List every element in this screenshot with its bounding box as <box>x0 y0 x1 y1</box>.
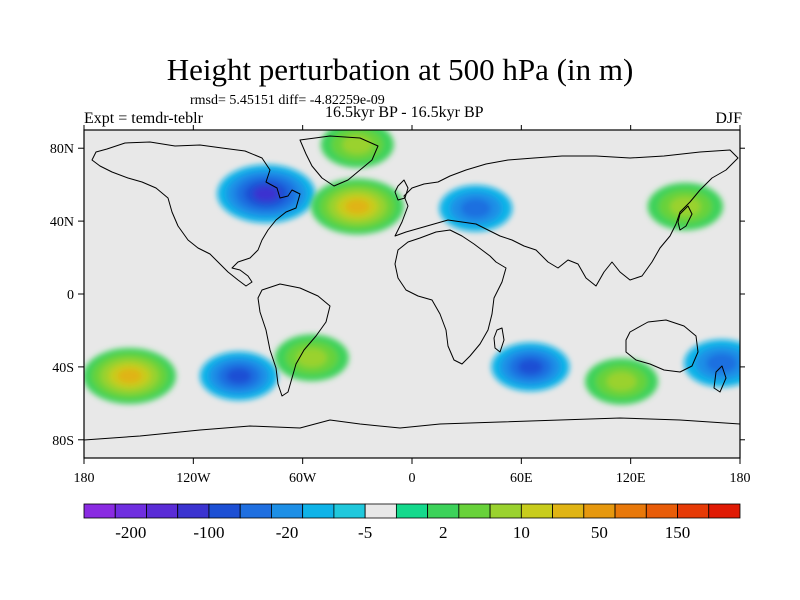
map-axes: 180 120W 60W 0 60E 120E 180 80N 40N 0 40S 80S <box>50 125 751 486</box>
feature-north-canada-low <box>217 164 316 223</box>
lon-label: 60E <box>510 471 533 486</box>
colorbar-swatch <box>708 503 741 519</box>
colorbar-swatch <box>364 503 397 519</box>
height-field <box>84 130 740 405</box>
feature-arctic-high <box>320 130 394 168</box>
feature-australia-high <box>585 358 659 405</box>
coastline-south-america <box>257 283 331 397</box>
lat-label: 40S <box>52 361 74 376</box>
colorbar-swatch <box>146 503 179 519</box>
colorbar-swatch <box>677 503 710 519</box>
coastline-north-america <box>91 141 301 287</box>
colorbar-label: 150 <box>665 523 691 542</box>
coastline-antarctica <box>84 417 740 441</box>
lat-label: 80S <box>52 434 74 449</box>
lon-label: 120E <box>616 471 646 486</box>
colorbar-label: 2 <box>439 523 448 542</box>
colorbar-label: -5 <box>358 523 372 542</box>
feature-europe-low <box>439 185 513 232</box>
colorbar-swatch <box>271 503 304 519</box>
coastline-greenland <box>299 135 379 187</box>
colorbar-swatch <box>239 503 272 519</box>
colorbar-swatch <box>83 503 116 519</box>
colorbar-swatch <box>395 503 429 519</box>
coastline-britain <box>394 179 409 201</box>
coastlines <box>84 135 740 441</box>
colorbar-label: 50 <box>591 523 608 542</box>
lon-label: 180 <box>74 471 95 486</box>
colorbar-label: -200 <box>115 523 146 542</box>
colorbar-swatch <box>520 503 553 519</box>
colorbar-swatch <box>614 503 647 519</box>
coastline-eurasia-africa <box>394 149 739 365</box>
feature-north-atlantic-high <box>310 178 404 235</box>
lon-label: 120W <box>176 471 211 486</box>
coastline-new-zealand <box>713 365 727 393</box>
colorbar-label: 10 <box>513 523 530 542</box>
coastline-japan <box>677 205 693 231</box>
feature-south-pacific-high <box>84 348 177 404</box>
experiment-label: Expt = temdr-teblr <box>84 110 203 127</box>
colorbar-swatch <box>645 503 678 519</box>
colorbar-swatch <box>177 503 210 519</box>
map-background <box>84 130 740 458</box>
coastline-australia <box>625 319 699 373</box>
lon-label: 60W <box>289 471 317 486</box>
colorbar-swatch <box>489 503 522 519</box>
lat-label: 0 <box>67 288 74 303</box>
period-label: 16.5kyr BP - 16.5kyr BP <box>325 104 484 121</box>
stats-text: rmsd= 5.45151 diff= -4.82259e-09 <box>190 93 385 108</box>
season-label: DJF <box>715 110 742 127</box>
plot-title: Height perturbation at 500 hPa (in m) <box>166 52 634 87</box>
colorbar-swatch <box>302 503 335 519</box>
lat-label: 40N <box>50 215 74 230</box>
colorbar-swatch <box>583 503 616 519</box>
feature-tasman-low <box>684 339 740 388</box>
feature-south-indian-low <box>491 342 570 392</box>
coastline-madagascar <box>493 327 505 353</box>
colorbar-swatch <box>208 503 241 519</box>
colorbar-swatch <box>333 503 366 519</box>
colorbar: -200 -100 -20 -5 2 10 50 150 <box>83 503 741 542</box>
feature-south-atlantic-high <box>274 334 349 382</box>
colorbar-swatch <box>458 503 491 519</box>
colorbar-swatch <box>427 503 460 519</box>
lon-label: 0 <box>409 471 416 486</box>
feature-south-pacific-low <box>199 351 278 401</box>
lat-label: 80N <box>50 142 74 157</box>
colorbar-label: -20 <box>276 523 299 542</box>
colorbar-label: -100 <box>193 523 224 542</box>
lon-label: 180 <box>730 471 751 486</box>
colorbar-swatch <box>114 503 147 519</box>
colorbar-swatch <box>552 503 585 519</box>
